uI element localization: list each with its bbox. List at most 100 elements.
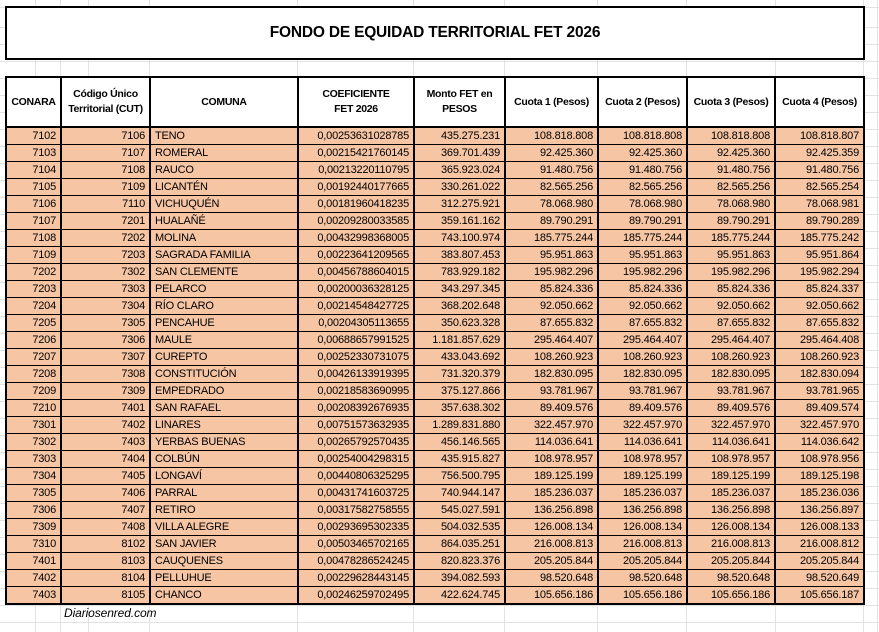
cell-coeficiente: 0,00214548427725 (297, 297, 415, 315)
cell-cuota4: 87.655.832 (774, 314, 865, 332)
cell-cuota1: 108.260.923 (504, 348, 599, 366)
cell-monto: 383.807.453 (413, 246, 506, 264)
cell-conara: 7403 (5, 586, 62, 605)
cell-comuna: ROMERAL (149, 144, 299, 162)
cell-cuota1: 95.951.863 (504, 246, 599, 264)
cell-cut: 7106 (60, 126, 151, 145)
cell-coeficiente: 0,00209280033585 (297, 212, 415, 230)
cell-cuota4: 89.790.289 (774, 212, 865, 230)
cell-comuna: LINARES (149, 416, 299, 434)
cell-monto: 365.923.024 (413, 161, 506, 179)
cell-cuota3: 126.008.134 (686, 518, 776, 536)
cell-comuna: LONGAVÍ (149, 467, 299, 485)
cell-cuota2: 92.050.662 (597, 297, 688, 315)
cell-coeficiente: 0,00200036328125 (297, 280, 415, 298)
cell-conara: 7305 (5, 484, 62, 502)
cell-cuota4: 195.982.294 (774, 263, 865, 281)
cell-comuna: CUREPTO (149, 348, 299, 366)
page-title: FONDO DE EQUIDAD TERRITORIAL FET 2026 (269, 24, 601, 41)
cell-cuota2: 185.236.037 (597, 484, 688, 502)
cell-cuota3: 108.978.957 (686, 450, 776, 468)
table-row: 7209 7309 EMPEDRADO 0,00218583690995 375.127… (5, 382, 865, 400)
cell-cuota4: 185.236.036 (774, 484, 865, 502)
cell-conara: 7210 (5, 399, 62, 417)
cell-coeficiente: 0,00246259702495 (297, 586, 415, 605)
cell-cuota4: 114.036.642 (774, 433, 865, 451)
cell-cuota2: 108.818.808 (597, 126, 688, 145)
col-header-coeficiente: COEFICIENTE FET 2026 (297, 76, 415, 128)
cell-monto: 312.275.921 (413, 195, 506, 213)
cell-cuota3: 195.982.296 (686, 263, 776, 281)
table-row: 7203 7303 PELARCO 0,00200036328125 343.297.3… (5, 280, 865, 298)
cell-cuota1: 195.982.296 (504, 263, 599, 281)
source-credit: Diariosenred.com (64, 606, 157, 620)
cell-cuota3: 78.068.980 (686, 195, 776, 213)
cell-comuna: VICHUQUÉN (149, 195, 299, 213)
cell-cuota2: 108.978.957 (597, 450, 688, 468)
cell-cuota1: 93.781.967 (504, 382, 599, 400)
cell-cuota4: 205.205.844 (774, 552, 865, 570)
cell-monto: 740.944.147 (413, 484, 506, 502)
cell-coeficiente: 0,00218583690995 (297, 382, 415, 400)
cell-cuota1: 295.464.407 (504, 331, 599, 349)
cell-monto: 456.146.565 (413, 433, 506, 451)
cell-cuota4: 98.520.649 (774, 569, 865, 587)
cell-cut: 7308 (60, 365, 151, 383)
cell-conara: 7303 (5, 450, 62, 468)
table-row: 7301 7402 LINARES 0,00751573632935 1.289.831… (5, 416, 865, 434)
cell-cuota3: 322.457.970 (686, 416, 776, 434)
cell-coeficiente: 0,00688657991525 (297, 331, 415, 349)
cell-monto: 350.623.328 (413, 314, 506, 332)
cell-cuota4: 92.425.359 (774, 144, 865, 162)
cell-cuota2: 87.655.832 (597, 314, 688, 332)
cell-cuota2: 98.520.648 (597, 569, 688, 587)
title-box: FONDO DE EQUIDAD TERRITORIAL FET 2026 (5, 6, 865, 60)
table-row: 7105 7109 LICANTÉN 0,00192440177665 330.261.… (5, 178, 865, 196)
cell-cuota1: 185.236.037 (504, 484, 599, 502)
cell-cuota1: 205.205.844 (504, 552, 599, 570)
table-row: 7206 7306 MAULE 0,00688657991525 1.181.857.6… (5, 331, 865, 349)
table-row: 7106 7110 VICHUQUÉN 0,00181960418235 312.275… (5, 195, 865, 213)
cell-monto: 330.261.022 (413, 178, 506, 196)
cell-cut: 7405 (60, 467, 151, 485)
cell-conara: 7108 (5, 229, 62, 247)
cell-monto: 433.043.692 (413, 348, 506, 366)
cell-monto: 357.638.302 (413, 399, 506, 417)
cell-cuota2: 89.409.576 (597, 399, 688, 417)
cell-comuna: TENO (149, 126, 299, 145)
cell-coeficiente: 0,00223641209565 (297, 246, 415, 264)
table-row: 7306 7407 RETIRO 0,00317582758555 545.027.59… (5, 501, 865, 519)
cell-coeficiente: 0,00208392676935 (297, 399, 415, 417)
cell-cut: 7406 (60, 484, 151, 502)
table-row: 7205 7305 PENCAHUE 0,00204305113655 350.623.… (5, 314, 865, 332)
col-header-cuota2: Cuota 2 (Pesos) (597, 76, 688, 128)
col-header-cuota4: Cuota 4 (Pesos) (774, 76, 865, 128)
cell-cuota2: 92.425.360 (597, 144, 688, 162)
cell-cuota1: 185.775.244 (504, 229, 599, 247)
cell-cut: 8104 (60, 569, 151, 587)
table-row: 7104 7108 RAUCO 0,00213220110795 365.923.024… (5, 161, 865, 179)
col-header-conara: CONARA (5, 76, 62, 128)
cell-cuota2: 108.260.923 (597, 348, 688, 366)
cell-comuna: COLBÚN (149, 450, 299, 468)
cell-comuna: SAN RAFAEL (149, 399, 299, 417)
cell-cuota4: 108.818.807 (774, 126, 865, 145)
cell-coeficiente: 0,00215421760145 (297, 144, 415, 162)
cell-cut: 7404 (60, 450, 151, 468)
table-row: 7401 8103 CAUQUENES 0,00478286524245 820.823… (5, 552, 865, 570)
cell-conara: 7402 (5, 569, 62, 587)
table-row: 7403 8105 CHANCO 0,00246259702495 422.624.74… (5, 586, 865, 605)
cell-cuota4: 322.457.970 (774, 416, 865, 434)
cell-cuota1: 216.008.813 (504, 535, 599, 553)
cell-cuota2: 93.781.967 (597, 382, 688, 400)
cell-cuota3: 89.409.576 (686, 399, 776, 417)
table-row: 7107 7201 HUALAÑÉ 0,00209280033585 359.161.1… (5, 212, 865, 230)
cell-cuota1: 182.830.095 (504, 365, 599, 383)
cell-cuota4: 93.781.965 (774, 382, 865, 400)
cell-conara: 7104 (5, 161, 62, 179)
cell-comuna: LICANTÉN (149, 178, 299, 196)
cell-comuna: YERBAS BUENAS (149, 433, 299, 451)
table-row: 7208 7308 CONSTITUCIÓN 0,00426133919395 731.… (5, 365, 865, 383)
cell-conara: 7302 (5, 433, 62, 451)
cell-cuota2: 82.565.256 (597, 178, 688, 196)
